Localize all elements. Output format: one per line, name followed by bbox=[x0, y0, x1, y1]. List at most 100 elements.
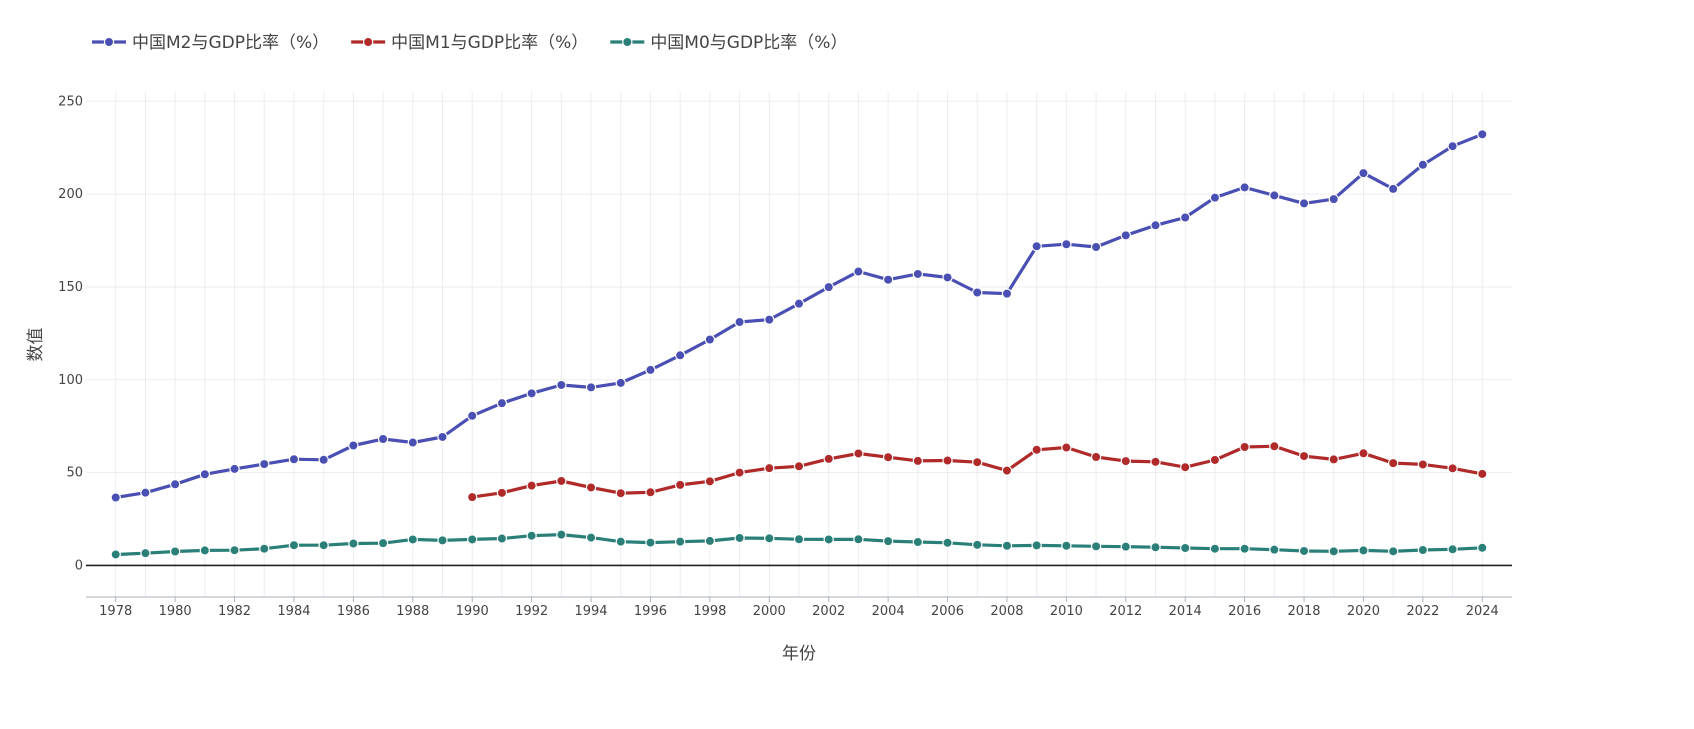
data-point[interactable] bbox=[615, 488, 626, 499]
data-point[interactable] bbox=[1209, 192, 1221, 203]
data-point[interactable] bbox=[1269, 190, 1280, 201]
data-point[interactable] bbox=[348, 440, 359, 451]
data-point[interactable] bbox=[1328, 193, 1339, 205]
data-point[interactable] bbox=[1120, 541, 1131, 552]
data-point[interactable] bbox=[585, 482, 597, 493]
data-point[interactable] bbox=[704, 334, 716, 345]
data-point[interactable] bbox=[1447, 141, 1458, 152]
data-point[interactable] bbox=[496, 397, 508, 409]
data-point[interactable] bbox=[556, 379, 567, 391]
data-point[interactable] bbox=[1061, 239, 1072, 250]
data-point[interactable] bbox=[437, 431, 448, 443]
data-point[interactable] bbox=[526, 530, 537, 541]
data-point[interactable] bbox=[467, 491, 478, 503]
data-point[interactable] bbox=[1447, 544, 1458, 555]
data-point[interactable] bbox=[1150, 542, 1161, 553]
legend-item-3[interactable]: 中国M0与GDP比率（%） bbox=[610, 33, 847, 53]
data-point[interactable] bbox=[674, 536, 686, 547]
data-point[interactable] bbox=[1387, 183, 1399, 195]
data-point[interactable] bbox=[793, 298, 805, 309]
data-point[interactable] bbox=[169, 479, 181, 490]
data-point[interactable] bbox=[823, 453, 834, 465]
data-point[interactable] bbox=[496, 487, 508, 499]
data-point[interactable] bbox=[853, 448, 864, 459]
data-point[interactable] bbox=[288, 454, 300, 465]
data-point[interactable] bbox=[556, 529, 567, 540]
data-point[interactable] bbox=[734, 316, 745, 328]
data-point[interactable] bbox=[674, 479, 686, 491]
data-point[interactable] bbox=[1358, 545, 1369, 556]
data-point[interactable] bbox=[496, 533, 508, 544]
data-point[interactable] bbox=[1150, 456, 1161, 468]
data-point[interactable] bbox=[1120, 455, 1131, 467]
data-point[interactable] bbox=[259, 458, 270, 470]
data-point[interactable] bbox=[1269, 544, 1280, 555]
data-point[interactable] bbox=[615, 536, 626, 547]
data-point[interactable] bbox=[1090, 241, 1102, 253]
data-point[interactable] bbox=[110, 549, 121, 560]
data-point[interactable] bbox=[942, 537, 953, 548]
data-point[interactable] bbox=[1269, 441, 1280, 452]
data-point[interactable] bbox=[526, 480, 537, 491]
data-point[interactable] bbox=[882, 274, 894, 285]
data-point[interactable] bbox=[764, 462, 775, 474]
data-point[interactable] bbox=[1031, 540, 1042, 551]
data-point[interactable] bbox=[972, 287, 983, 298]
data-point[interactable] bbox=[407, 437, 418, 448]
data-point[interactable] bbox=[853, 534, 864, 545]
data-point[interactable] bbox=[229, 463, 240, 475]
data-point[interactable] bbox=[1209, 543, 1221, 554]
data-point[interactable] bbox=[942, 272, 953, 283]
data-point[interactable] bbox=[259, 543, 270, 554]
data-point[interactable] bbox=[942, 455, 953, 466]
data-point[interactable] bbox=[169, 546, 181, 557]
data-point[interactable] bbox=[734, 467, 745, 478]
data-point[interactable] bbox=[1180, 542, 1191, 554]
data-point[interactable] bbox=[467, 410, 478, 421]
legend-item-1[interactable]: 中国M2与GDP比率（%） bbox=[92, 33, 329, 53]
data-point[interactable] bbox=[1358, 448, 1369, 459]
data-point[interactable] bbox=[556, 475, 567, 487]
data-point[interactable] bbox=[674, 350, 686, 361]
data-point[interactable] bbox=[1298, 545, 1310, 557]
data-point[interactable] bbox=[229, 545, 240, 556]
data-point[interactable] bbox=[1387, 546, 1399, 557]
data-point[interactable] bbox=[1239, 182, 1250, 193]
data-point[interactable] bbox=[526, 388, 537, 399]
data-point[interactable] bbox=[1061, 540, 1072, 551]
data-point[interactable] bbox=[1417, 544, 1429, 556]
data-point[interactable] bbox=[645, 537, 656, 548]
data-point[interactable] bbox=[645, 364, 656, 376]
data-point[interactable] bbox=[1298, 450, 1310, 462]
data-point[interactable] bbox=[318, 540, 329, 551]
data-point[interactable] bbox=[377, 433, 389, 445]
data-point[interactable] bbox=[288, 540, 300, 551]
data-point[interactable] bbox=[615, 377, 626, 389]
data-point[interactable] bbox=[1477, 468, 1488, 480]
data-point[interactable] bbox=[704, 476, 716, 487]
data-point[interactable] bbox=[1239, 543, 1250, 554]
data-point[interactable] bbox=[199, 545, 211, 556]
data-point[interactable] bbox=[199, 469, 211, 480]
data-point[interactable] bbox=[764, 314, 775, 325]
data-point[interactable] bbox=[972, 539, 983, 551]
data-point[interactable] bbox=[1477, 542, 1488, 553]
data-point[interactable] bbox=[318, 454, 329, 465]
data-point[interactable] bbox=[1387, 457, 1399, 469]
data-point[interactable] bbox=[912, 536, 924, 548]
data-point[interactable] bbox=[1120, 230, 1131, 241]
data-point[interactable] bbox=[1001, 288, 1013, 299]
data-point[interactable] bbox=[1358, 167, 1369, 179]
data-point[interactable] bbox=[823, 534, 834, 545]
data-point[interactable] bbox=[1417, 159, 1429, 170]
data-point[interactable] bbox=[1447, 463, 1458, 474]
data-point[interactable] bbox=[140, 487, 151, 498]
data-point[interactable] bbox=[704, 535, 716, 547]
data-point[interactable] bbox=[912, 455, 924, 467]
data-point[interactable] bbox=[1180, 212, 1191, 223]
data-point[interactable] bbox=[407, 534, 418, 545]
data-point[interactable] bbox=[1328, 454, 1339, 465]
data-point[interactable] bbox=[377, 537, 389, 549]
data-point[interactable] bbox=[734, 532, 745, 544]
data-point[interactable] bbox=[1090, 451, 1102, 463]
